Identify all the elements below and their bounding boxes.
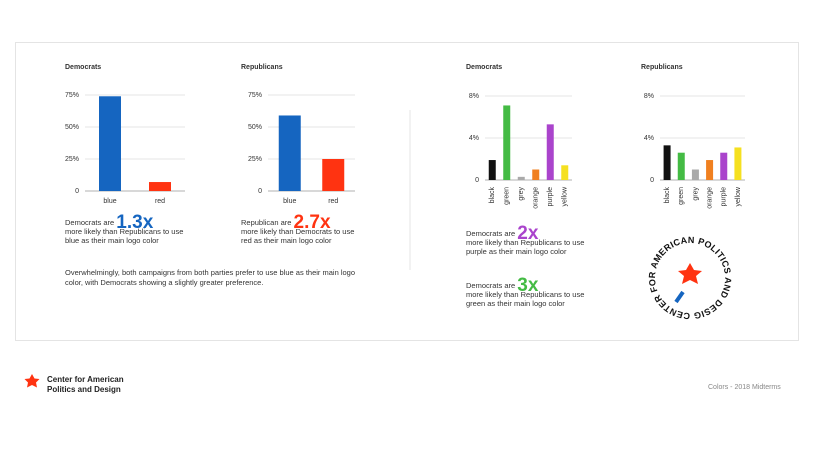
footer-logo	[24, 374, 40, 388]
brand-line: Center for American	[47, 375, 124, 384]
bar	[532, 169, 540, 180]
bar	[149, 182, 171, 191]
y-tick-label: 4%	[469, 135, 479, 142]
bar	[663, 145, 671, 180]
deck-title: Colors - 2018 Midterms	[708, 384, 781, 391]
bar	[691, 169, 699, 180]
x-tick-label: black	[664, 187, 671, 204]
x-tick-label: black	[489, 187, 496, 204]
x-tick-label: orange	[706, 187, 713, 209]
annotation: Democrats are 1.3x more likely than Repub…	[65, 213, 185, 245]
x-tick-label: grey	[692, 187, 699, 201]
y-tick-label: 25%	[65, 156, 79, 163]
bar	[488, 160, 496, 180]
annotation-text: more likely than Republicans to use blue…	[65, 227, 184, 245]
brand-line: Politics and Design	[47, 385, 121, 394]
annotation-prefix: Democrats are	[466, 281, 516, 290]
chart-title: Republicans	[641, 64, 683, 71]
x-tick-label: blue	[283, 198, 296, 205]
annotation-prefix: Democrats are	[65, 218, 115, 227]
y-tick-label: 0	[475, 177, 479, 184]
summary: Overwhelmingly, both campaigns from both…	[65, 268, 356, 287]
bar	[546, 124, 554, 180]
x-tick-label: purple	[721, 187, 728, 207]
x-tick-label: blue	[103, 198, 116, 205]
y-tick-label: 75%	[248, 92, 262, 99]
x-tick-label: yellow	[735, 186, 742, 206]
annotation: Democrats are 2x more likely than Republi…	[466, 224, 586, 256]
annotation-text: more likely than Republicans to use purp…	[466, 238, 585, 256]
bar	[322, 159, 345, 191]
y-tick-label: 75%	[65, 92, 79, 99]
bar	[278, 115, 301, 191]
bar	[503, 105, 511, 180]
bar	[720, 152, 728, 180]
y-tick-label: 8%	[469, 93, 479, 100]
annotation-text: more likely than Democrats to use red as…	[241, 227, 355, 245]
x-tick-label: grey	[518, 187, 525, 201]
y-tick-label: 4%	[644, 135, 654, 142]
bar	[99, 96, 121, 191]
annotation-prefix: Republican are	[241, 218, 292, 227]
x-tick-label: green	[504, 187, 511, 205]
footer-brand: Center for American Politics and Design	[47, 375, 124, 395]
x-tick-label: purple	[547, 187, 554, 207]
y-tick-label: 0	[258, 188, 262, 195]
slide-frame	[15, 42, 799, 341]
bar	[561, 165, 569, 180]
logo-star	[678, 263, 702, 284]
bar	[706, 160, 714, 180]
y-tick-label: 0	[650, 177, 654, 184]
annotation: Republican are 2.7x more likely than Demo…	[241, 213, 361, 245]
y-tick-label: 0	[75, 188, 79, 195]
y-tick-label: 50%	[65, 124, 79, 131]
annotation-text: more likely than Republicans to use gree…	[466, 290, 585, 308]
annotation-prefix: Democrats are	[466, 229, 516, 238]
x-tick-label: yellow	[562, 186, 569, 206]
chart-title: Democrats	[466, 64, 502, 71]
bar	[734, 147, 742, 180]
x-tick-label: red	[328, 198, 338, 205]
x-tick-label: green	[678, 187, 685, 205]
bar	[517, 176, 525, 180]
logo-handle	[674, 290, 685, 304]
annotation: Democrats are 3x more likely than Republi…	[466, 276, 586, 308]
bar	[677, 152, 685, 180]
x-tick-label: orange	[533, 187, 540, 209]
y-tick-label: 50%	[248, 124, 262, 131]
chart-title: Republicans	[241, 64, 283, 71]
chart-title: Democrats	[65, 64, 101, 71]
y-tick-label: 8%	[644, 93, 654, 100]
x-tick-label: red	[155, 198, 165, 205]
y-tick-label: 25%	[248, 156, 262, 163]
